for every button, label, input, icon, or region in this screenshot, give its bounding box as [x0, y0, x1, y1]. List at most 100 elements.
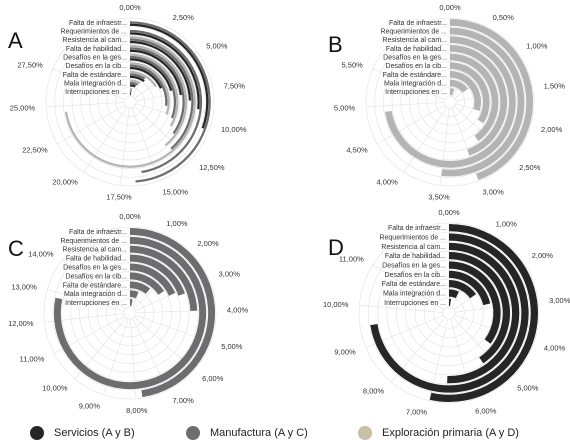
bar-segment — [129, 64, 168, 106]
bar-segment — [129, 227, 216, 398]
category-label: Falta de estándare... — [63, 282, 127, 289]
bar-segment — [129, 58, 173, 92]
bar-segment — [129, 49, 182, 96]
tick-label: 11,00% — [20, 355, 45, 364]
bar-segment — [129, 75, 145, 83]
bar-segment — [129, 62, 170, 115]
tick-label: 0,00% — [438, 208, 460, 217]
grid-spoke — [52, 68, 125, 100]
bar-segment — [448, 261, 501, 344]
grid-ring — [123, 95, 137, 109]
category-label: Desafíos en la cib... — [386, 63, 448, 70]
bar-segment — [129, 32, 200, 110]
category-label: Mala integración d... — [384, 81, 447, 88]
category-label: Interrupciones en ... — [385, 89, 447, 96]
tick-label: 0,00% — [119, 212, 141, 221]
tick-label: 17,50% — [106, 192, 132, 201]
tick-label: 2,00% — [197, 239, 219, 248]
bar-segment — [129, 73, 146, 80]
bar-segment — [449, 44, 508, 156]
tick-label: 12,50% — [199, 163, 225, 172]
bar-segment — [429, 224, 538, 402]
bar-segment — [447, 242, 520, 384]
grid-spoke — [47, 288, 125, 312]
tick-label: 12,00% — [8, 319, 34, 328]
grid-spoke — [377, 104, 445, 145]
category-label: Desafíos en la cib... — [66, 273, 128, 280]
bar-segment — [64, 36, 196, 168]
tick-label: 5,00% — [206, 41, 228, 50]
bar-segment — [129, 263, 176, 296]
tick-label: 3,00% — [549, 296, 570, 305]
tick-label: 7,00% — [173, 396, 195, 405]
tick-label: 5,00% — [221, 342, 243, 351]
legend-label-servicios: Servicios (A y B) — [54, 427, 135, 439]
tick-label: 1,00% — [166, 219, 188, 228]
tick-label: 2,00% — [532, 251, 554, 260]
tick-label: 7,00% — [406, 408, 428, 417]
category-label: Resistencia al cam... — [381, 244, 446, 251]
grid-spoke — [439, 107, 450, 186]
bar-segment — [129, 290, 139, 299]
category-label: Desafíos en la ges... — [63, 55, 127, 62]
grid-spoke — [403, 106, 447, 173]
category-label: Resistencia al cam... — [382, 37, 447, 44]
bar-segment — [449, 70, 482, 111]
tick-label: 2,00% — [541, 125, 563, 134]
category-label: Requerimientos de ... — [379, 235, 446, 242]
legend-item-manufactura: Manufactura (A y C) — [186, 424, 308, 442]
tick-label: 11,00% — [339, 255, 364, 264]
tick-label: 4,00% — [377, 177, 399, 186]
panel-label: A — [8, 28, 23, 53]
bar-segment — [129, 281, 151, 295]
bar-segment — [448, 289, 459, 299]
grid-spoke — [372, 68, 445, 100]
legend-item-servicios: Servicios (A y B) — [30, 424, 135, 442]
tick-label: 10,00% — [42, 383, 68, 392]
bar-segment — [370, 233, 529, 393]
category-label: Desafíos en la cib... — [385, 272, 447, 279]
category-label: Interrupciones en ... — [65, 89, 127, 96]
grid-spoke — [83, 106, 127, 173]
radial-chart-c: 0,00% 1,00% 2,00% 3,00% 4,00% 5,00% 6,00% 7,00%… — [8, 212, 248, 415]
radial-chart-d: 0,00% 1,00% 2,00% 3,00% 4,00% 5,00% 6,00% 7,00%… — [323, 208, 570, 417]
category-label: Falta de estándare... — [382, 281, 446, 288]
category-label: Requerimientos de ... — [60, 238, 127, 245]
tick-label: 5,00% — [517, 384, 539, 393]
tick-label: 6,00% — [475, 407, 497, 416]
grid-ring — [123, 306, 137, 320]
category-label: Falta de habilidad... — [66, 46, 127, 53]
tick-label: 15,00% — [163, 187, 189, 196]
bar-segment — [129, 47, 185, 135]
legend-label-exploracion: Exploración primaria (A y D) — [382, 427, 519, 439]
bar-segment — [129, 38, 194, 150]
category-label: Mala integración d... — [64, 291, 127, 298]
bar-segment — [129, 53, 179, 127]
tick-label: 10,00% — [221, 125, 247, 134]
tick-label: 22,50% — [22, 146, 48, 155]
tick-label: 25,00% — [10, 104, 36, 113]
category-label: Falta de habilidad... — [385, 253, 446, 260]
bar-segment — [449, 79, 468, 93]
bar-segment — [129, 254, 185, 296]
category-label: Mala integración d... — [64, 81, 127, 88]
tick-label: 8,00% — [126, 406, 148, 415]
tick-label: 1,50% — [544, 82, 566, 91]
category-label: Falta de infraestr... — [388, 225, 446, 232]
tick-label: 8,00% — [363, 386, 385, 395]
legend-item-exploracion: Exploración primaria (A y D) — [358, 424, 519, 442]
tick-label: 3,00% — [219, 270, 241, 279]
tick-label: 1,00% — [496, 219, 518, 228]
tick-label: 4,50% — [346, 146, 368, 155]
bar-segment — [129, 66, 163, 89]
grid-ring — [442, 306, 456, 320]
bar-segment — [449, 53, 499, 142]
tick-label: 13,00% — [11, 282, 37, 291]
legend-swatch-exploracion — [358, 426, 372, 440]
bar-segment — [129, 84, 136, 88]
bar-segment — [129, 79, 141, 85]
category-label: Falta de infraestr... — [389, 20, 447, 27]
category-label: Interrupciones en ... — [384, 300, 446, 307]
tick-label: 9,00% — [334, 348, 356, 357]
